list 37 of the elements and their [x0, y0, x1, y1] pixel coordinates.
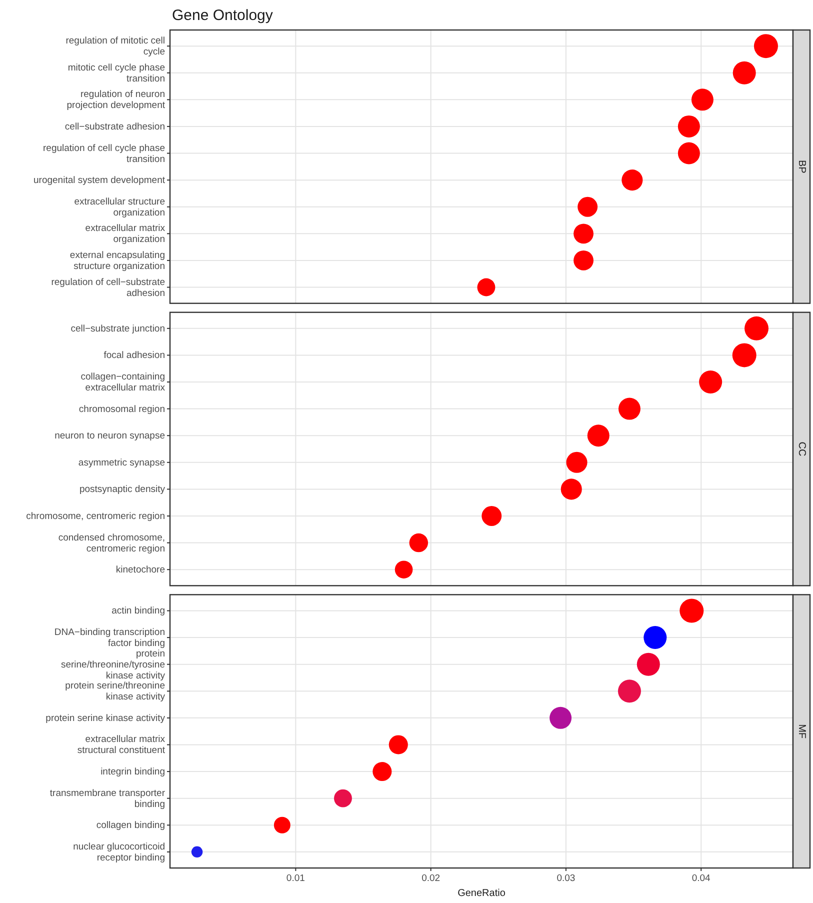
y-tick-label: regulation of cell−substrate adhesion: [51, 276, 165, 298]
y-tick-label: urogenital system development: [34, 174, 166, 186]
y-tick-label: kinetochore: [116, 564, 165, 576]
y-tick-label: postsynaptic density: [79, 484, 166, 495]
x-axis-title: GeneRatio: [458, 888, 506, 899]
x-tick-label: 0.01: [286, 873, 305, 884]
y-tick-label: extracellular matrix structural constituent: [77, 734, 166, 756]
chart-title: Gene Ontology: [172, 7, 274, 24]
x-tick-label: 0.03: [556, 873, 576, 884]
text: CC: [796, 442, 807, 456]
y-tick-label: regulation of cell cycle phase transition: [43, 142, 165, 164]
y-tick-label: mitotic cell cycle phase transition: [68, 62, 165, 84]
y-tick-label: cell−substrate junction: [70, 322, 165, 334]
y-tick-label: collagen−containing extracellular matrix: [80, 371, 166, 394]
x-tick-label: 0.04: [692, 873, 710, 884]
y-tick-label: focal adhesion: [104, 350, 165, 361]
y-tick-label: chromosome, centromeric region: [26, 510, 165, 522]
x-tick-label: 0.02: [422, 873, 440, 884]
y-tick-label: regulation of neuron projection development: [66, 88, 166, 111]
y-tick-label: regulation of mitotic cell cycle: [66, 35, 165, 58]
y-tick-label: asymmetric synapse: [78, 456, 165, 468]
y-tick-label: integrin binding: [100, 766, 165, 778]
y-tick-label: nuclear glucocorticoid receptor binding: [73, 840, 165, 863]
y-tick-label: chromosomal region: [78, 403, 165, 414]
y-tick-label: external encapsulating structure organization: [70, 249, 165, 272]
y-tick-label: neuron to neuron synapse: [54, 430, 165, 442]
y-tick-label: protein serine/threonine kinase activity: [65, 680, 166, 702]
y-tick-label: collagen binding: [96, 820, 165, 831]
y-tick-label: condensed chromosome, centromeric region: [58, 532, 165, 554]
y-tick-label: extracellular structure organization: [74, 196, 165, 218]
text: BP: [796, 160, 807, 174]
y-tick-label: protein serine kinase activity: [46, 712, 166, 724]
y-tick-label: extracellular matrix organization: [85, 222, 166, 245]
y-tick-label: transmembrane transporter binding: [50, 787, 165, 810]
y-tick-label: actin binding: [112, 605, 165, 616]
y-tick-label: cell−substrate adhesion: [64, 120, 165, 132]
text: MF: [796, 724, 807, 739]
